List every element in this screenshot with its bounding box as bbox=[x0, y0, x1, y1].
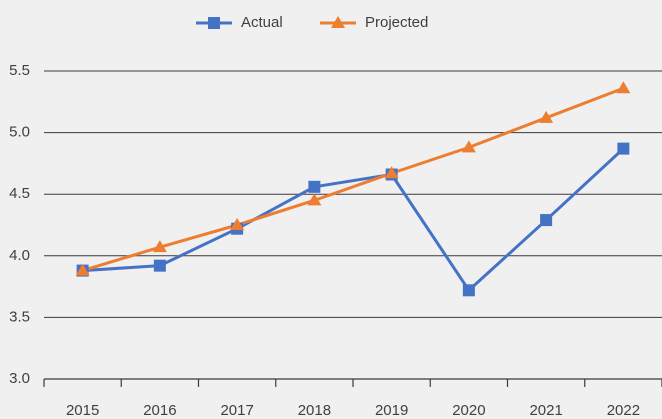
data-point bbox=[540, 214, 553, 227]
data-point bbox=[230, 218, 245, 230]
x-tick-label: 2019 bbox=[375, 402, 408, 419]
x-tick-label: 2018 bbox=[298, 402, 331, 419]
y-tick-label: 4.5 bbox=[9, 185, 30, 202]
y-tick-label: 5.0 bbox=[9, 124, 30, 141]
x-tick-label: 2022 bbox=[607, 402, 640, 419]
legend-label: Projected bbox=[365, 14, 428, 31]
x-tick-label: 2017 bbox=[220, 402, 253, 419]
legend-label: Actual bbox=[241, 14, 283, 31]
data-point bbox=[75, 263, 90, 276]
data-point bbox=[384, 166, 399, 179]
legend-marker bbox=[208, 17, 220, 29]
data-point bbox=[308, 180, 321, 193]
data-point bbox=[539, 110, 554, 123]
series-line bbox=[82, 86, 624, 273]
x-tick-label: 2021 bbox=[529, 402, 562, 419]
x-tick-label: 2015 bbox=[66, 402, 99, 419]
data-point bbox=[153, 259, 166, 272]
x-tick-label: 2016 bbox=[143, 402, 176, 419]
data-point bbox=[307, 193, 322, 206]
data-point bbox=[152, 240, 167, 253]
y-tick-label: 5.5 bbox=[9, 62, 30, 79]
data-point bbox=[617, 142, 630, 155]
legend-marker bbox=[331, 16, 345, 28]
series-line bbox=[82, 147, 625, 292]
data-point bbox=[461, 140, 476, 153]
y-tick-label: 3.5 bbox=[9, 308, 30, 325]
data-point bbox=[462, 284, 475, 297]
y-tick-label: 4.0 bbox=[9, 247, 30, 264]
data-point bbox=[616, 81, 631, 94]
y-tick-label: 3.0 bbox=[9, 370, 30, 387]
x-tick-label: 2020 bbox=[452, 402, 485, 419]
